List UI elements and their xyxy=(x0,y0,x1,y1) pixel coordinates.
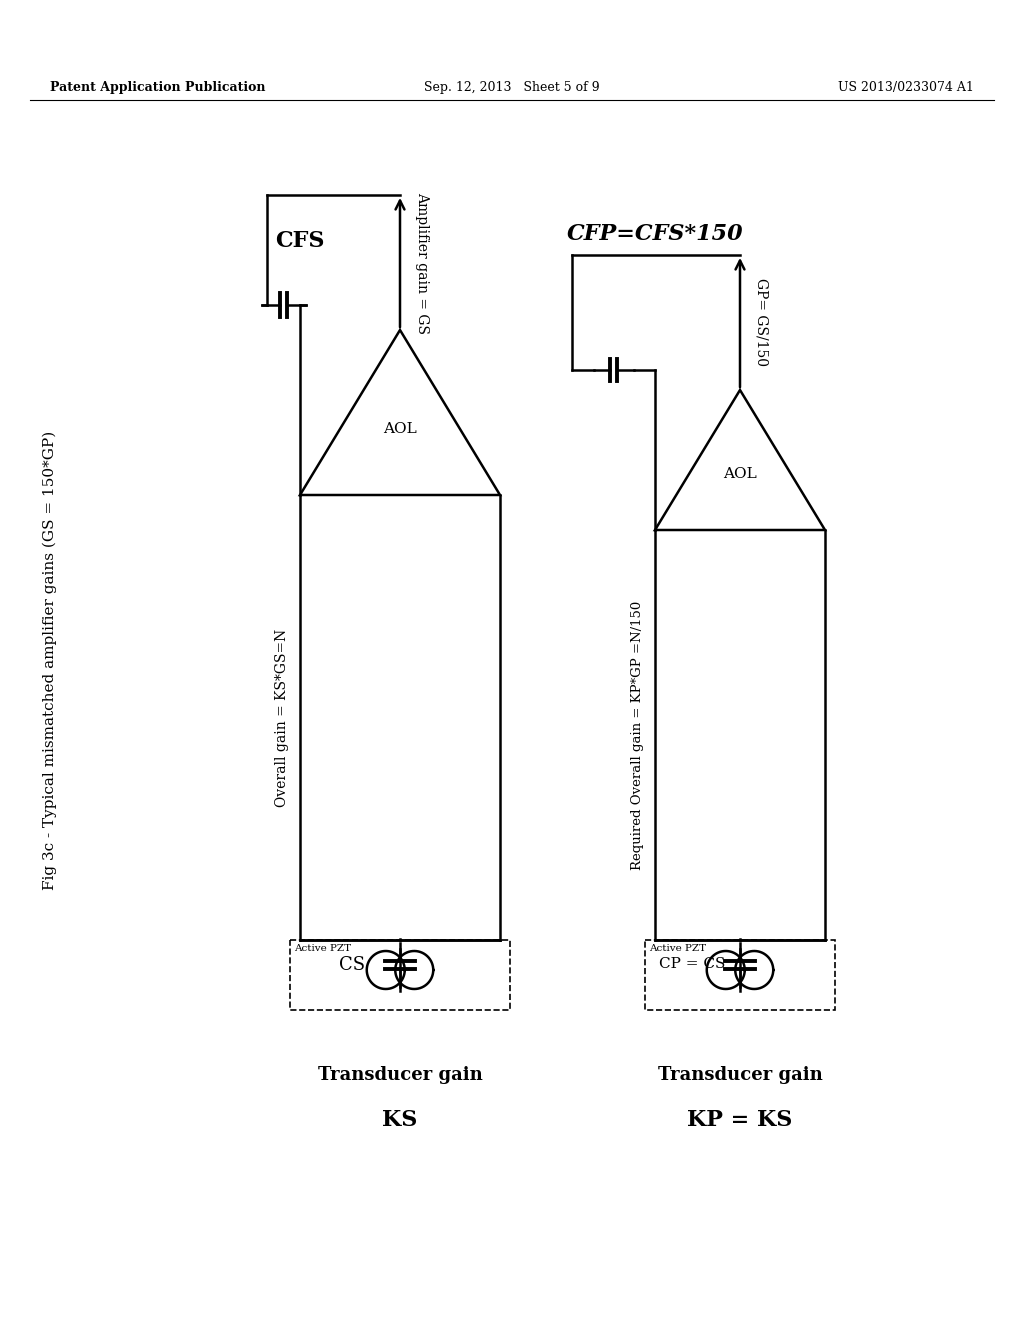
Bar xyxy=(290,940,510,1010)
Text: AOL: AOL xyxy=(723,467,757,480)
Text: Active PZT: Active PZT xyxy=(649,944,707,953)
Text: Patent Application Publication: Patent Application Publication xyxy=(50,82,265,95)
Text: AOL: AOL xyxy=(383,422,417,436)
Text: Sep. 12, 2013   Sheet 5 of 9: Sep. 12, 2013 Sheet 5 of 9 xyxy=(424,82,600,95)
Text: GP= GS/150: GP= GS/150 xyxy=(755,279,769,367)
Text: Transducer gain: Transducer gain xyxy=(657,1067,822,1084)
Text: Active PZT: Active PZT xyxy=(294,944,351,953)
Text: KS: KS xyxy=(382,1109,418,1131)
Text: CFS: CFS xyxy=(275,230,325,252)
Text: Overall gain = KS*GS=N: Overall gain = KS*GS=N xyxy=(275,628,289,807)
Text: CP = CS: CP = CS xyxy=(658,957,725,972)
Text: Fig 3c - Typical mismatched amplifier gains (GS = 150*GP): Fig 3c - Typical mismatched amplifier ga… xyxy=(43,430,57,890)
Text: KP = KS: KP = KS xyxy=(687,1109,793,1131)
Text: CS: CS xyxy=(339,956,366,974)
Text: US 2013/0233074 A1: US 2013/0233074 A1 xyxy=(838,82,974,95)
Text: Required Overall gain = KP*GP =N/150: Required Overall gain = KP*GP =N/150 xyxy=(631,601,643,870)
Text: Transducer gain: Transducer gain xyxy=(317,1067,482,1084)
Text: Amplifier gain = GS: Amplifier gain = GS xyxy=(415,191,429,334)
Bar xyxy=(645,940,835,1010)
Text: CFP=CFS*150: CFP=CFS*150 xyxy=(567,223,743,246)
